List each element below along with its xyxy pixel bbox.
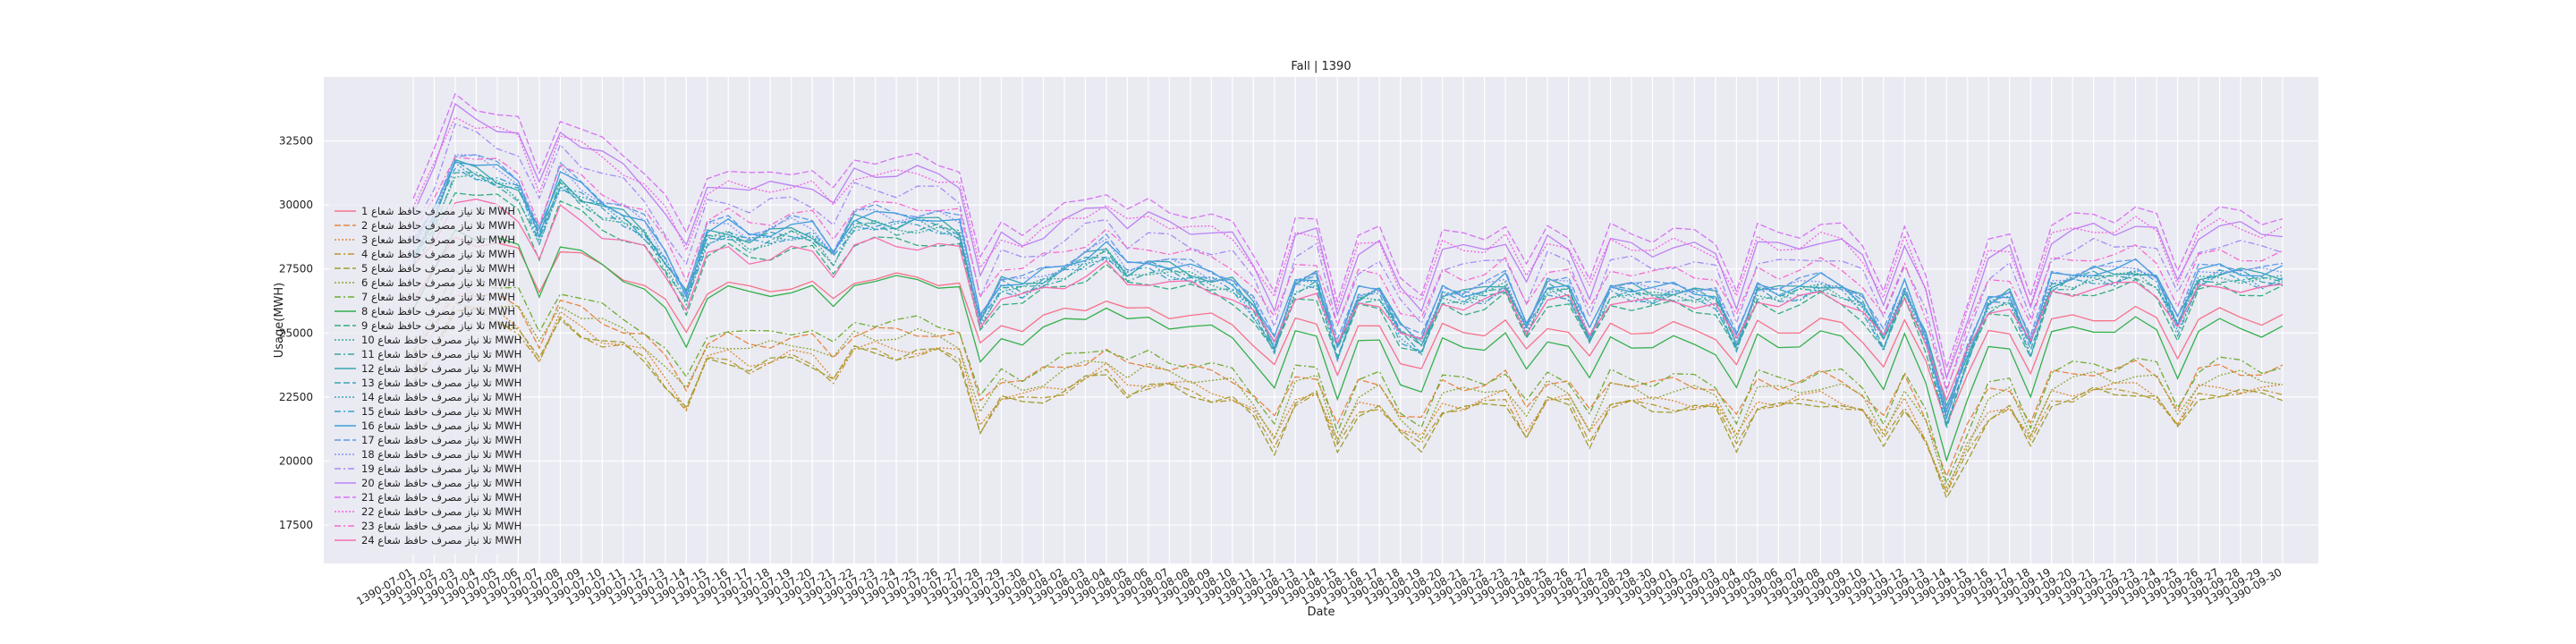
- legend-label: تلا نیاز مصرف حافظ شعاع 17 MWH: [361, 434, 521, 447]
- legend-label: تلا نیاز مصرف حافظ شعاع 4 MWH: [361, 248, 515, 261]
- series-line: [412, 282, 2284, 489]
- series-line: [412, 269, 2284, 485]
- legend-label: تلا نیاز مصرف حافظ شعاع 3 MWH: [361, 233, 515, 247]
- legend-box: [329, 204, 499, 555]
- legend-label: تلا نیاز مصرف حافظ شعاع 19 MWH: [361, 462, 521, 476]
- legend-label: تلا نیاز مصرف حافظ شعاع 12 MWH: [361, 362, 521, 376]
- legend-label: تلا نیاز مصرف حافظ شعاع 10 MWH: [361, 334, 521, 347]
- legend-label: تلا نیاز مصرف حافظ شعاع 18 MWH: [361, 448, 521, 462]
- y-tick-label: 27500: [279, 263, 313, 275]
- series-line: [412, 167, 2284, 431]
- series-line: [412, 103, 2284, 380]
- series-line: [412, 161, 2284, 421]
- series-line: [412, 162, 2284, 426]
- legend-label: تلا نیاز مصرف حافظ شعاع 23 MWH: [361, 520, 521, 533]
- legend-label: تلا نیاز مصرف حافظ شعاع 22 MWH: [361, 505, 521, 519]
- legend-label: تلا نیاز مصرف حافظ شعاع 15 MWH: [361, 405, 521, 419]
- series-line: [412, 306, 2284, 494]
- legend-label: تلا نیاز مصرف حافظ شعاع 24 MWH: [361, 534, 521, 547]
- series-line: [412, 302, 2284, 500]
- y-tick-label: 30000: [279, 199, 313, 211]
- x-axis-ticks: 1390-07-011390-07-021390-07-031390-07-04…: [354, 565, 2284, 607]
- series-line: [412, 236, 2284, 427]
- series-line: [412, 199, 2284, 402]
- chart-title: Fall | 1390: [1291, 60, 1351, 73]
- legend-label: تلا نیاز مصرف حافظ شعاع 7 MWH: [361, 291, 515, 304]
- legend-label: تلا نیاز مصرف حافظ شعاع 14 MWH: [361, 391, 521, 404]
- y-axis-title: Usage(MWH): [273, 283, 286, 359]
- series-line: [412, 116, 2284, 380]
- legend-label: تلا نیاز مصرف حافظ شعاع 5 MWH: [361, 262, 515, 275]
- legend-label: تلا نیاز مصرف حافظ شعاع 1 MWH: [361, 205, 515, 218]
- series-line: [412, 229, 2284, 462]
- series-line: [412, 157, 2284, 394]
- legend-label: تلا نیاز مصرف حافظ شعاع 11 MWH: [361, 348, 521, 361]
- series-line: [412, 308, 2284, 495]
- y-tick-label: 25000: [279, 326, 313, 339]
- y-tick-label: 17500: [279, 519, 313, 531]
- series-line: [412, 171, 2284, 412]
- y-tick-label: 32500: [279, 135, 313, 148]
- legend-label: تلا نیاز مصرف حافظ شعاع 21 MWH: [361, 491, 521, 504]
- legend-label: تلا نیاز مصرف حافظ شعاع 9 MWH: [361, 319, 515, 333]
- legend-label: تلا نیاز مصرف حافظ شعاع 6 MWH: [361, 276, 515, 290]
- series-line: [412, 154, 2284, 414]
- series-lines: [412, 92, 2284, 500]
- series-line: [412, 154, 2284, 412]
- legend-label: تلا نیاز مصرف حافظ شعاع 8 MWH: [361, 305, 515, 318]
- legend-label: تلا نیاز مصرف حافظ شعاع 2 MWH: [361, 219, 515, 233]
- y-tick-label: 22500: [279, 391, 313, 403]
- x-axis-title: Date: [1307, 606, 1335, 619]
- series-line: [412, 292, 2284, 479]
- series-line: [412, 123, 2284, 391]
- y-axis-ticks: 17500 20000 22500 25000 27500 30000 32500: [279, 135, 313, 531]
- y-tick-label: 20000: [279, 454, 313, 467]
- legend-label: تلا نیاز مصرف حافظ شعاع 13 MWH: [361, 377, 521, 390]
- legend-label: تلا نیاز مصرف حافظ شعاع 16 MWH: [361, 419, 521, 433]
- series-line: [412, 174, 2284, 414]
- series-line: [412, 92, 2284, 370]
- legend-label: تلا نیاز مصرف حافظ شعاع 20 MWH: [361, 477, 521, 490]
